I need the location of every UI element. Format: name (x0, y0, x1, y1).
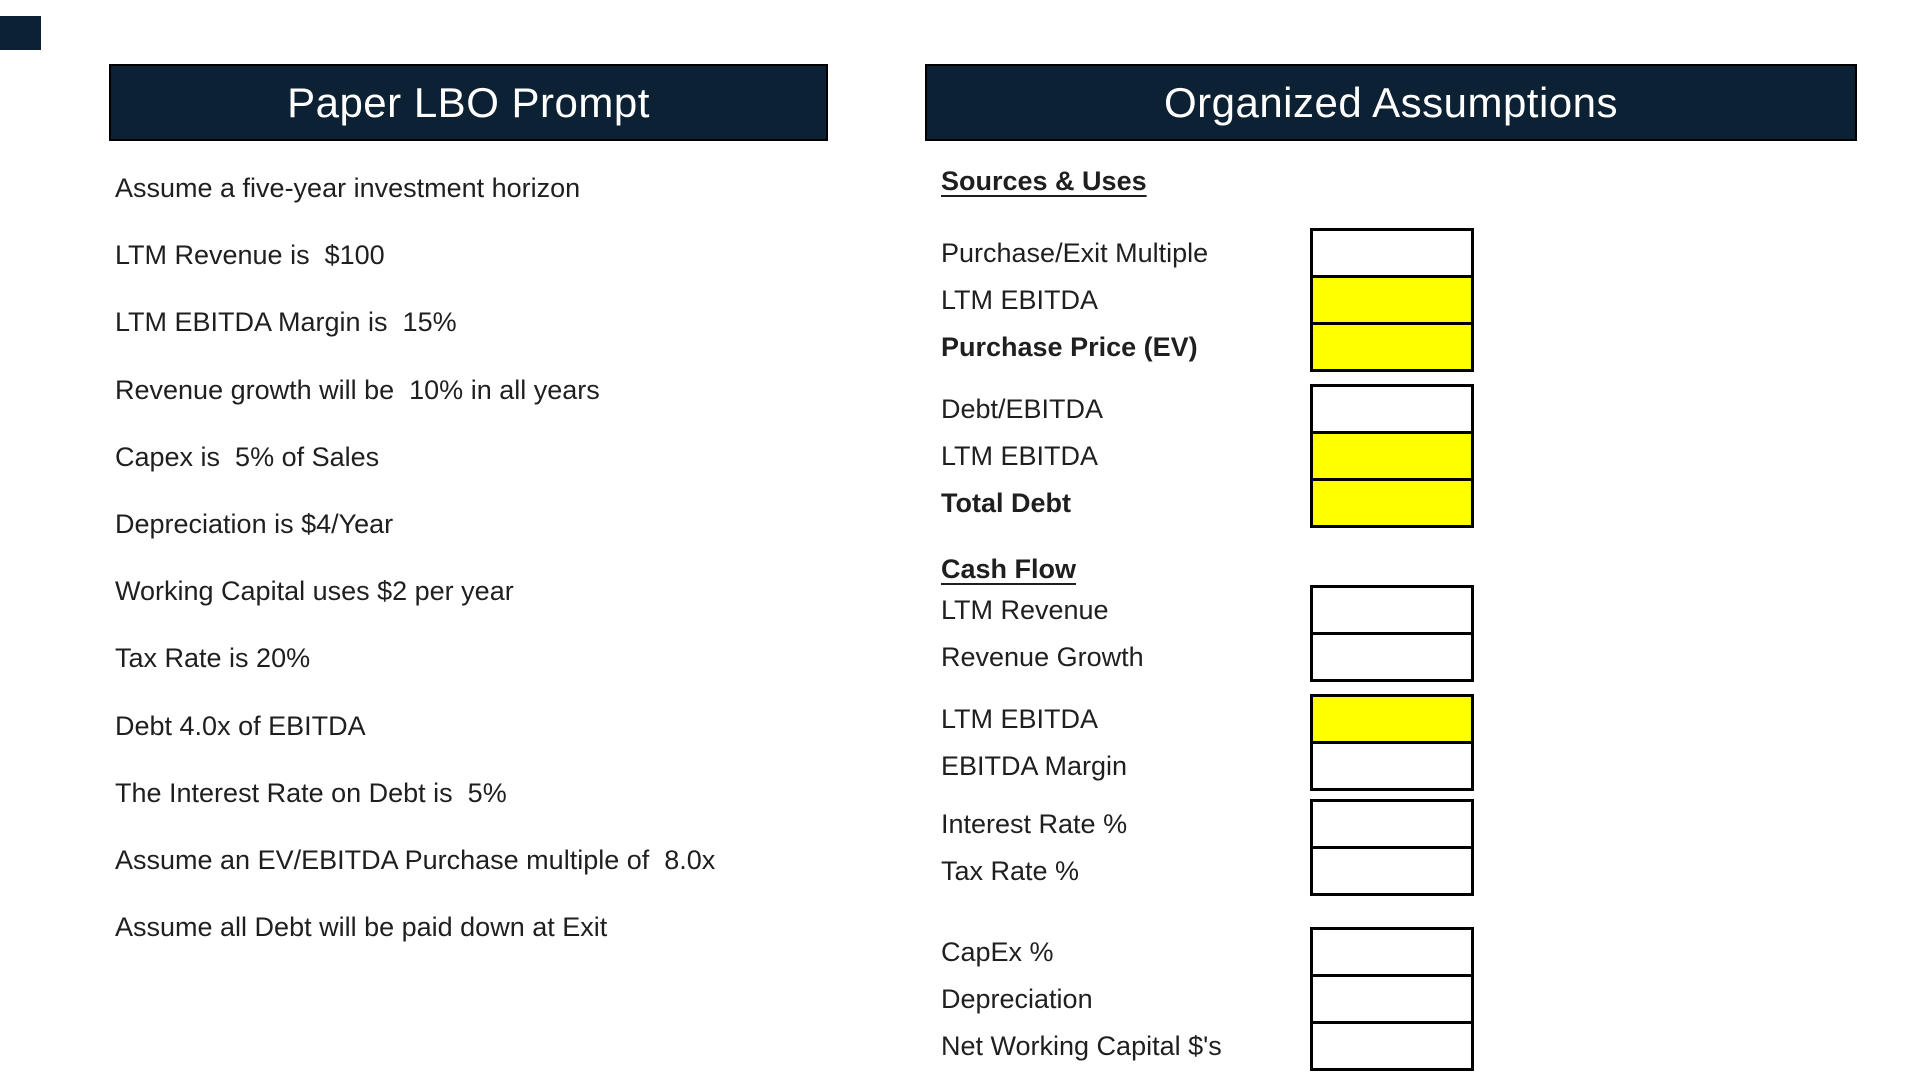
cell-ebitda-margin[interactable] (1310, 741, 1474, 791)
table-row: LTM EBITDA (941, 694, 1474, 744)
cell-debt-ebitda[interactable] (1310, 384, 1474, 434)
cash-flow-ebitda-group: LTM EBITDA EBITDA Margin (941, 694, 1474, 791)
prompt-item: Revenue growth will be 10% in all years (115, 374, 600, 405)
row-label: Tax Rate % (941, 855, 1080, 886)
cell-depreciation[interactable] (1310, 974, 1474, 1024)
cell-revenue-growth[interactable] (1310, 632, 1474, 682)
cell-ltm-ebitda-cashflow[interactable] (1310, 694, 1474, 744)
prompt-item: LTM EBITDA Margin is 15% (115, 307, 457, 338)
cell-tax-rate[interactable] (1310, 846, 1474, 896)
table-row: LTM EBITDA (941, 431, 1474, 481)
table-row: Purchase/Exit Multiple (941, 228, 1474, 278)
corner-accent-mark (0, 16, 41, 50)
cell-net-working-capital[interactable] (1310, 1021, 1474, 1071)
cell-total-debt[interactable] (1310, 478, 1474, 528)
prompt-item: Assume all Debt will be paid down at Exi… (115, 912, 608, 943)
table-row: Depreciation (941, 974, 1474, 1024)
row-label: LTM Revenue (941, 594, 1109, 625)
table-row: Total Debt (941, 478, 1474, 528)
cell-ltm-ebitda-purchase[interactable] (1310, 275, 1474, 325)
right-panel-header: Organized Assumptions (925, 64, 1857, 141)
sources-uses-heading: Sources & Uses (941, 166, 1147, 196)
cell-ltm-revenue[interactable] (1310, 585, 1474, 635)
row-label: EBITDA Margin (941, 750, 1128, 781)
row-label: LTM EBITDA (941, 703, 1099, 734)
left-panel-title: Paper LBO Prompt (287, 78, 650, 126)
row-label: Debt/EBITDA (941, 393, 1104, 424)
cell-interest-rate[interactable] (1310, 799, 1474, 849)
table-row: Tax Rate % (941, 846, 1474, 896)
row-label: CapEx % (941, 936, 1054, 967)
table-row: Purchase Price (EV) (941, 322, 1474, 372)
table-row: LTM Revenue (941, 585, 1474, 635)
row-label: LTM EBITDA (941, 440, 1099, 471)
cash-flow-revenue-group: LTM Revenue Revenue Growth (941, 585, 1474, 682)
right-panel-title: Organized Assumptions (1163, 78, 1619, 126)
row-label: Revenue Growth (941, 641, 1144, 672)
table-row: Debt/EBITDA (941, 384, 1474, 434)
row-label: LTM EBITDA (941, 284, 1099, 315)
prompt-item: Depreciation is $4/Year (115, 509, 394, 540)
prompt-item: Working Capital uses $2 per year (115, 576, 514, 607)
prompt-item: Assume an EV/EBITDA Purchase multiple of… (115, 844, 716, 875)
table-row: LTM EBITDA (941, 275, 1474, 325)
table-row: EBITDA Margin (941, 741, 1474, 791)
cash-flow-heading: Cash Flow (941, 554, 1077, 584)
prompt-item: Assume a five-year investment horizon (115, 173, 581, 204)
sources-uses-debt-group: Debt/EBITDA LTM EBITDA Total Debt (941, 384, 1474, 528)
sources-uses-purchase-group: Purchase/Exit Multiple LTM EBITDA Purcha… (941, 228, 1474, 372)
prompt-item: LTM Revenue is $100 (115, 240, 385, 271)
left-panel-header: Paper LBO Prompt (109, 64, 828, 141)
cell-purchase-exit-multiple[interactable] (1310, 228, 1474, 278)
table-row: Net Working Capital $'s (941, 1021, 1474, 1071)
prompt-item: The Interest Rate on Debt is 5% (115, 777, 507, 808)
row-label: Net Working Capital $'s (941, 1030, 1222, 1061)
table-row: Revenue Growth (941, 632, 1474, 682)
prompt-list: Assume a five-year investment horizon LT… (115, 155, 855, 961)
row-label: Purchase/Exit Multiple (941, 237, 1209, 268)
prompt-item: Tax Rate is 20% (115, 643, 311, 674)
table-row: CapEx % (941, 927, 1474, 977)
row-label: Purchase Price (EV) (941, 331, 1198, 362)
row-label: Interest Rate % (941, 808, 1128, 839)
cell-purchase-price-ev[interactable] (1310, 322, 1474, 372)
row-label: Total Debt (941, 487, 1071, 518)
cash-flow-rates-group: Interest Rate % Tax Rate % (941, 799, 1474, 896)
cell-capex-pct[interactable] (1310, 927, 1474, 977)
cell-ltm-ebitda-debt[interactable] (1310, 431, 1474, 481)
table-row: Interest Rate % (941, 799, 1474, 849)
cash-flow-capex-group: CapEx % Depreciation Net Working Capital… (941, 927, 1474, 1071)
prompt-item: Debt 4.0x of EBITDA (115, 710, 366, 741)
prompt-item: Capex is 5% of Sales (115, 441, 380, 472)
row-label: Depreciation (941, 983, 1093, 1014)
